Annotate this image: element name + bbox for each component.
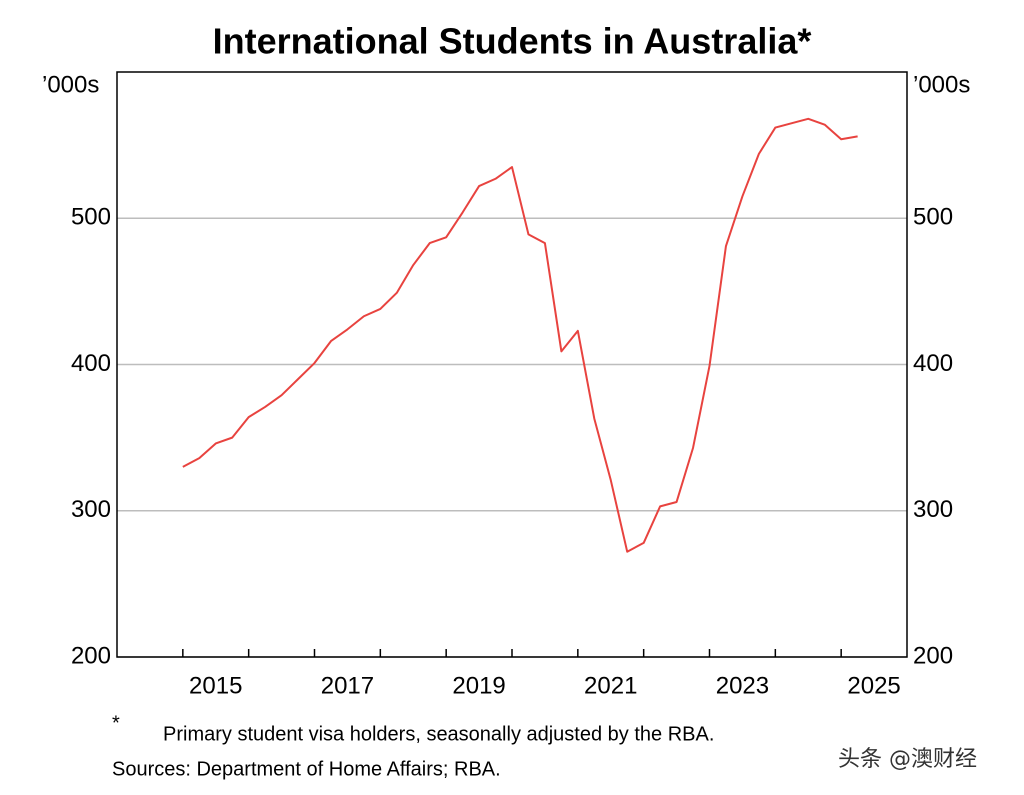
sources: Sources: Department of Home Affairs; RBA…	[112, 758, 501, 780]
y-tick-label: 300	[71, 496, 111, 523]
x-tick-label: 2025	[847, 672, 900, 699]
x-tick-label: 2023	[716, 672, 769, 699]
x-tick-label: 2019	[452, 672, 505, 699]
footnote-mark: *	[112, 712, 120, 734]
y2-tick-label: 300	[913, 496, 953, 523]
data-line	[182, 117, 858, 553]
y-tick-label: 500	[71, 204, 111, 231]
y2-tick-label: 400	[913, 350, 953, 377]
plot-frame	[116, 71, 908, 658]
x-tick-label: 2021	[584, 672, 637, 699]
y2-unit: ’000s	[913, 71, 970, 98]
y-tick-label: 400	[71, 350, 111, 377]
watermark: 头条 @澳财经	[838, 747, 977, 772]
y2-tick-label: 500	[913, 204, 953, 231]
footnote: Primary student visa holders, seasonally…	[163, 723, 714, 745]
y2-tick-label: 200	[913, 642, 953, 669]
chart-title: International Students in Australia*	[213, 21, 812, 62]
y-unit: ’000s	[42, 71, 99, 98]
x-tick-label: 2017	[321, 672, 374, 699]
y-tick-label: 200	[71, 642, 111, 669]
x-tick-label: 2015	[189, 672, 242, 699]
